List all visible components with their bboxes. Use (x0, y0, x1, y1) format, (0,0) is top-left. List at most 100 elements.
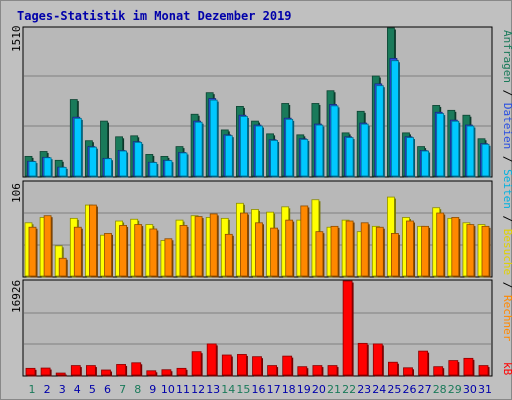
bar-kb (419, 351, 430, 376)
bar-rechner (59, 258, 67, 277)
bar-kb (132, 363, 143, 377)
bar-kb (358, 343, 369, 376)
bar-kb (26, 368, 37, 376)
bar-seiten (135, 142, 144, 177)
x-tick-label: 27 (418, 383, 432, 396)
bar-rechner (240, 213, 249, 277)
bar-rechner (346, 221, 355, 277)
bar-seiten (482, 144, 491, 177)
bar-kb (434, 367, 445, 377)
bar-kb (328, 366, 339, 377)
x-tick-label: 24 (372, 383, 386, 396)
x-tick-label: 18 (282, 383, 296, 396)
bar-seiten (467, 126, 476, 177)
bar-rechner (180, 225, 189, 277)
legend-dateien: Dateien (501, 103, 512, 149)
x-tick-label: 8 (134, 383, 141, 396)
bar-rechner (437, 213, 446, 277)
bar-rechner (452, 217, 461, 277)
bar-rechner (44, 216, 53, 278)
bar-seiten (271, 140, 280, 177)
right-legend-top: Anfragen / Dateien / Seiten / Besuche / … (501, 30, 512, 342)
x-tick-label: 9 (149, 383, 156, 396)
bar-seiten (195, 122, 204, 177)
bar-kb (343, 281, 354, 377)
x-tick-label: 3 (59, 383, 66, 396)
x-tick-label: 15 (236, 383, 250, 396)
bar-seiten (89, 147, 98, 177)
bar-rechner (331, 226, 340, 277)
bar-rechner (301, 206, 310, 278)
x-tick-label: 22 (342, 383, 356, 396)
bar-rechner (225, 234, 234, 277)
bar-seiten (210, 100, 219, 177)
x-tick-label: 12 (191, 383, 205, 396)
bar-seiten (376, 86, 385, 178)
x-tick-label: 7 (119, 383, 126, 396)
bar-rechner (391, 233, 400, 277)
chart-title: Tages-Statistik im Monat Dezember 2019 (17, 9, 292, 23)
bar-seiten (225, 136, 234, 178)
legend-besuche: Besuche (501, 229, 512, 275)
bar-seiten (44, 158, 53, 178)
bar-rechner (286, 220, 295, 277)
requests-max-label: 1510 (10, 26, 23, 53)
legend-seiten: Seiten (501, 169, 512, 209)
bar-rechner (120, 225, 129, 277)
bar-rechner (256, 223, 265, 278)
x-tick-label: 13 (206, 383, 220, 396)
bar-seiten (74, 118, 83, 177)
traffic-max-label: 16926 (10, 280, 23, 313)
bar-kb (102, 370, 113, 376)
bar-rechner (150, 229, 159, 278)
bar-kb (268, 366, 279, 377)
bar-seiten (301, 139, 310, 177)
x-tick-label: 2 (44, 383, 51, 396)
bar-seiten (59, 167, 67, 177)
bar-seiten (452, 121, 461, 177)
x-tick-label: 6 (104, 383, 111, 396)
bar-rechner (482, 226, 491, 277)
bar-seiten (391, 61, 400, 178)
x-tick-label: 14 (221, 383, 235, 396)
bar-seiten (120, 151, 129, 177)
bar-rechner (210, 214, 219, 278)
bar-kb (449, 361, 460, 377)
bar-rechner (316, 232, 325, 278)
bar-kb (464, 358, 475, 376)
x-tick-label: 11 (176, 383, 190, 396)
bar-rechner (135, 225, 144, 278)
bar-seiten (361, 124, 370, 177)
bar-seiten (240, 116, 249, 177)
x-tick-label: 31 (478, 383, 492, 396)
bar-kb (313, 366, 324, 377)
bar-seiten (437, 114, 446, 178)
bar-rechner (361, 223, 370, 278)
x-tick-label: 16 (252, 383, 266, 396)
bar-rechner (29, 227, 38, 277)
bar-seiten (286, 119, 295, 177)
bar-seiten (407, 138, 416, 178)
bar-kb (479, 366, 490, 377)
bar-seiten (316, 125, 325, 177)
x-tick-label: 4 (74, 383, 81, 396)
bar-kb (298, 367, 309, 377)
x-tick-label: 21 (327, 383, 341, 396)
bar-seiten (29, 162, 38, 178)
legend-rechner: Rechner (501, 295, 512, 342)
bar-rechner (74, 227, 83, 277)
legend-kb: kB (501, 362, 512, 376)
x-tick-label: 5 (89, 383, 96, 396)
x-tick-label: 19 (297, 383, 311, 396)
bar-kb (373, 344, 384, 377)
bar-seiten (256, 126, 265, 177)
bar-kb (177, 368, 188, 376)
bar-kb (404, 368, 415, 377)
bar-rechner (165, 239, 174, 278)
x-tick-label: 1 (29, 383, 36, 396)
visits-max-label: 106 (10, 183, 23, 203)
legend-anfragen: Anfragen (501, 30, 512, 83)
bar-kb (117, 364, 128, 376)
bar-rechner (271, 228, 280, 277)
